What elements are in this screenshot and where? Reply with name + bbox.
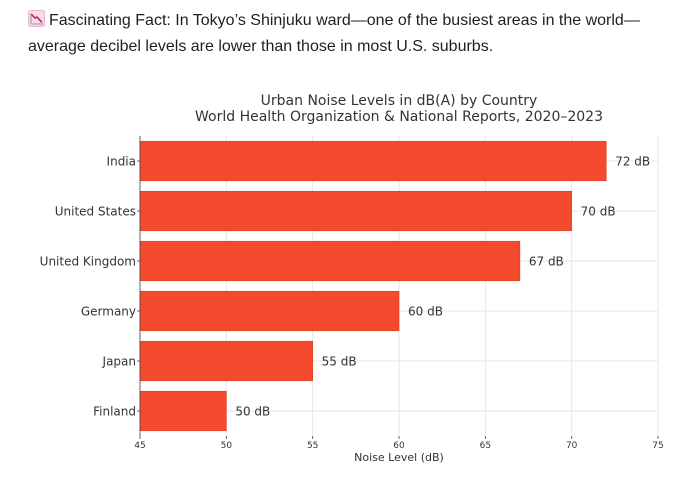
data-label: 70 dB (581, 205, 616, 219)
bar (139, 240, 521, 282)
bar (139, 390, 227, 432)
y-tick-label: United Kingdom (40, 255, 136, 269)
x-tick-label: 55 (307, 441, 318, 451)
data-label: 72 dB (615, 155, 650, 169)
x-tick-label: 60 (393, 441, 405, 451)
bar (139, 340, 313, 382)
x-tick-label: 65 (480, 441, 491, 451)
chart-decreasing-icon (28, 10, 45, 27)
y-tick-label: Finland (93, 405, 136, 419)
bar (139, 190, 572, 232)
data-label: 55 dB (322, 355, 357, 369)
data-label: 67 dB (529, 255, 564, 269)
data-label: 60 dB (408, 305, 443, 319)
y-tick-label: United States (55, 205, 136, 219)
bar (139, 140, 607, 182)
x-tick-label: 45 (134, 441, 145, 451)
x-axis-label: Noise Level (dB) (354, 451, 444, 464)
fact-paragraph: Fascinating Fact: In Tokyo’s Shinjuku wa… (28, 8, 688, 60)
chart-title: Urban Noise Levels in dB(A) by Country (261, 93, 538, 109)
y-tick-label: India (107, 155, 136, 169)
fact-text: Fascinating Fact: In Tokyo’s Shinjuku wa… (28, 12, 640, 55)
x-tick-label: 70 (566, 441, 578, 451)
x-tick-label: 75 (652, 441, 663, 451)
x-tick-label: 50 (221, 441, 233, 451)
bar (139, 290, 400, 332)
y-tick-label: Germany (81, 305, 136, 319)
data-label: 50 dB (235, 405, 270, 419)
y-tick-label: Japan (102, 355, 136, 369)
chart-subtitle: World Health Organization & National Rep… (195, 109, 603, 125)
